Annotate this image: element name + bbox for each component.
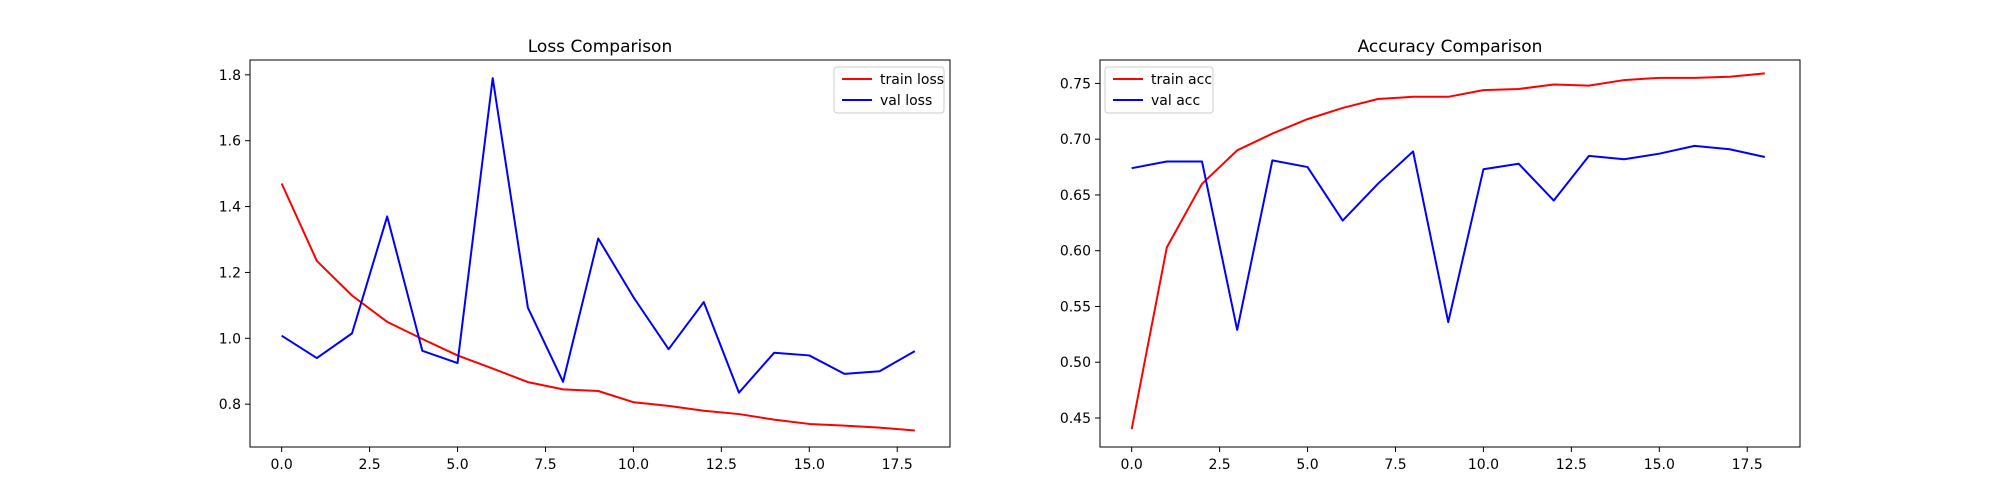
- accuracy-x-tick-label: 10.0: [1468, 457, 1499, 473]
- accuracy-chart-legend: train acc val acc: [1104, 66, 1214, 114]
- accuracy-x-tick-label: 0.0: [1121, 457, 1143, 473]
- accuracy-x-tick-label: 12.5: [1556, 457, 1587, 473]
- legend-label-train-acc: train acc: [1151, 72, 1212, 88]
- legend-label-val-acc: val acc: [1151, 93, 1200, 109]
- loss-y-tick-label: 1.2: [219, 265, 241, 281]
- loss-y-tick-label: 1.4: [219, 200, 241, 216]
- accuracy-x-tick-label: 15.0: [1644, 457, 1675, 473]
- legend-label-train-loss: train loss: [880, 72, 944, 88]
- loss-chart-panel: Loss Comparison 0.0 2.5 5.0 7.5 10.0 12.5 15.0…: [219, 37, 951, 473]
- series-line-train-loss: [280, 183, 915, 432]
- accuracy-y-tick-label: 0.45: [1060, 411, 1091, 427]
- loss-x-tick-label: 0.0: [271, 457, 293, 473]
- loss-y-tick-label: 1.0: [219, 331, 241, 347]
- accuracy-y-tick-label: 0.60: [1060, 244, 1091, 260]
- accuracy-x-tick-label: 17.5: [1732, 457, 1763, 473]
- loss-x-tick-label: 10.0: [618, 457, 649, 473]
- loss-x-tick-label: 15.0: [794, 457, 825, 473]
- accuracy-y-tick-label: 0.55: [1060, 299, 1091, 315]
- accuracy-y-tick-label: 0.65: [1060, 188, 1091, 204]
- accuracy-y-tick-label: 0.70: [1060, 132, 1091, 148]
- accuracy-chart-panel: Accuracy Comparison 0.0 2.5 5.0 7.5 10.0 12.5…: [1060, 37, 1801, 473]
- loss-chart-frame: [249, 59, 951, 448]
- loss-x-tick-label: 2.5: [358, 457, 380, 473]
- accuracy-x-tick-label: 2.5: [1208, 457, 1230, 473]
- loss-x-tick-label: 7.5: [534, 457, 556, 473]
- loss-x-tick-label: 12.5: [706, 457, 737, 473]
- loss-y-tick-label: 1.8: [219, 68, 241, 84]
- loss-x-tick-label: 5.0: [446, 457, 468, 473]
- accuracy-y-tick-label: 0.50: [1060, 355, 1091, 371]
- loss-y-tick-label: 1.6: [219, 134, 241, 150]
- accuracy-chart-series: [1130, 72, 1766, 430]
- accuracy-x-tick-label: 5.0: [1296, 457, 1318, 473]
- accuracy-chart-axes: 0.0 2.5 5.0 7.5 10.0 12.5 15.0 17.5 0.45 0.50 0.55…: [1060, 76, 1763, 473]
- loss-chart-series: [280, 77, 916, 432]
- accuracy-x-tick-label: 7.5: [1384, 457, 1406, 473]
- loss-y-tick-label: 0.8: [219, 397, 241, 413]
- loss-chart-title: Loss Comparison: [528, 37, 672, 57]
- series-line-val-acc: [1131, 144, 1766, 331]
- series-line-val-loss: [281, 77, 916, 394]
- loss-x-tick-label: 17.5: [882, 457, 913, 473]
- loss-chart-legend: train loss val loss: [833, 66, 945, 114]
- accuracy-chart-frame: [1099, 59, 1801, 448]
- accuracy-chart-title: Accuracy Comparison: [1358, 37, 1543, 57]
- legend-label-val-loss: val loss: [880, 93, 932, 109]
- series-line-train-acc: [1130, 72, 1765, 430]
- loss-chart-axes: 0.0 2.5 5.0 7.5 10.0 12.5 15.0 17.5 0.8 1.0 1.2 1.4…: [219, 68, 913, 473]
- accuracy-y-tick-label: 0.75: [1060, 76, 1091, 92]
